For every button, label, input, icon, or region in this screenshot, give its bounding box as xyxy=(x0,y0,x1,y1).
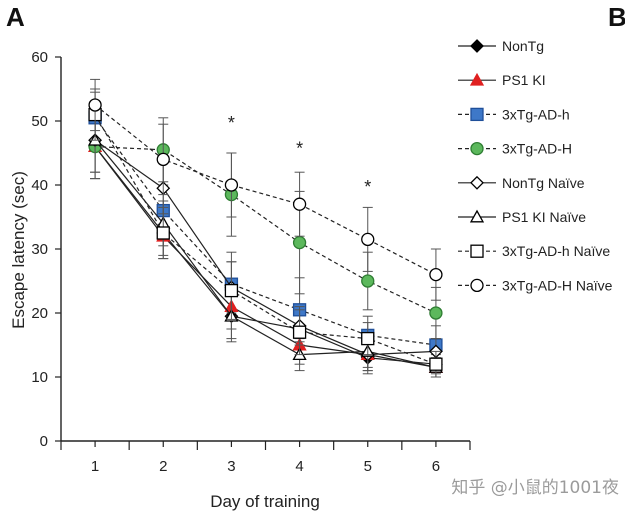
series-line xyxy=(95,146,437,314)
data-point xyxy=(361,331,375,346)
legend-marker xyxy=(470,244,484,258)
series-nontg-na-ve xyxy=(88,107,443,372)
legend-label: 3xTg-AD-h Naïve xyxy=(502,243,610,259)
legend: NonTg PS1 KI 3xTg-AD-h 3xTg-AD-H NonTg Naïve… xyxy=(458,38,613,293)
watermark-text: 知乎 @小鼠的1001夜 xyxy=(451,478,619,498)
legend-item: 3xTg-AD-h Naïve xyxy=(458,243,610,259)
legend-marker xyxy=(470,278,484,293)
legend-label: 3xTg-AD-H xyxy=(502,141,572,157)
legend-label: NonTg Naïve xyxy=(502,175,585,191)
axes: 0 10 20 30 40 50 60 1 2 3 4 5 6 xyxy=(31,49,471,475)
panel-label-a: A xyxy=(6,2,25,32)
x-tick-label: 5 xyxy=(364,458,372,475)
series-line xyxy=(94,146,437,368)
data-point xyxy=(292,325,307,339)
significance-star: * xyxy=(364,177,371,197)
legend-item: 3xTg-AD-H Naïve xyxy=(458,277,613,293)
legend-item: PS1 KI xyxy=(458,72,546,88)
y-tick-label: 0 xyxy=(40,433,48,450)
legend-item: 3xTg-AD-h xyxy=(458,106,570,122)
data-point xyxy=(361,274,375,288)
data-point xyxy=(292,197,307,211)
y-tick-label: 60 xyxy=(31,49,48,66)
data-point xyxy=(361,232,375,247)
series-3xtg-ad-h xyxy=(88,91,443,365)
legend-label: PS1 KI xyxy=(502,72,546,88)
y-tick-label: 50 xyxy=(31,113,48,130)
y-axis-title: Escape latency (sec) xyxy=(9,171,28,329)
data-point xyxy=(88,98,102,112)
x-tick-label: 2 xyxy=(159,458,167,475)
legend-marker xyxy=(470,141,484,156)
series-ps1-ki-na-ve xyxy=(87,107,444,378)
y-tick-label: 10 xyxy=(31,369,48,386)
series-line xyxy=(94,104,437,276)
series-ps1-ki xyxy=(87,114,444,378)
series-3xtg-ad-h-na-ve xyxy=(88,78,443,301)
series-line xyxy=(94,117,437,346)
legend-label: 3xTg-AD-h xyxy=(502,106,570,122)
legend-label: 3xTg-AD-H Naïve xyxy=(502,277,613,293)
data-point xyxy=(224,178,239,192)
data-point xyxy=(292,235,307,250)
significance-star: * xyxy=(296,139,303,159)
legend-marker xyxy=(470,107,484,122)
x-tick-label: 1 xyxy=(91,458,99,475)
series-line xyxy=(94,139,437,368)
legend-item: NonTg xyxy=(458,38,544,54)
legend-label: NonTg xyxy=(502,38,544,54)
legend-item: NonTg Naïve xyxy=(458,175,585,191)
series-3xtg-ad-h-na-ve xyxy=(88,88,443,378)
series-line xyxy=(94,146,436,365)
data-point xyxy=(156,226,170,240)
legend-marker xyxy=(469,209,485,223)
legend-marker xyxy=(469,72,485,86)
x-tick-label: 3 xyxy=(227,458,235,475)
y-tick-label: 40 xyxy=(31,177,48,194)
data-point xyxy=(429,357,443,371)
data-point xyxy=(429,267,443,282)
legend-marker xyxy=(470,39,484,53)
series-3xtg-ad-h xyxy=(88,114,443,340)
y-tick-label: 20 xyxy=(31,305,48,322)
legend-item: PS1 KI Naïve xyxy=(458,209,586,225)
series-layer xyxy=(87,78,444,378)
legend-marker xyxy=(470,175,484,190)
panel-label-b: B xyxy=(608,2,625,32)
x-tick-label: 6 xyxy=(432,458,440,475)
series-line xyxy=(94,114,437,365)
significance-marks: * * * xyxy=(228,113,371,197)
data-point xyxy=(429,306,443,320)
y-tick-label: 30 xyxy=(31,241,48,258)
legend-item: 3xTg-AD-H xyxy=(458,141,572,157)
x-axis-title: Day of training xyxy=(210,492,320,511)
significance-star: * xyxy=(228,113,235,133)
data-point xyxy=(224,283,239,298)
data-point xyxy=(156,152,170,167)
legend-label: PS1 KI Naïve xyxy=(502,209,586,225)
x-tick-label: 4 xyxy=(295,458,303,475)
